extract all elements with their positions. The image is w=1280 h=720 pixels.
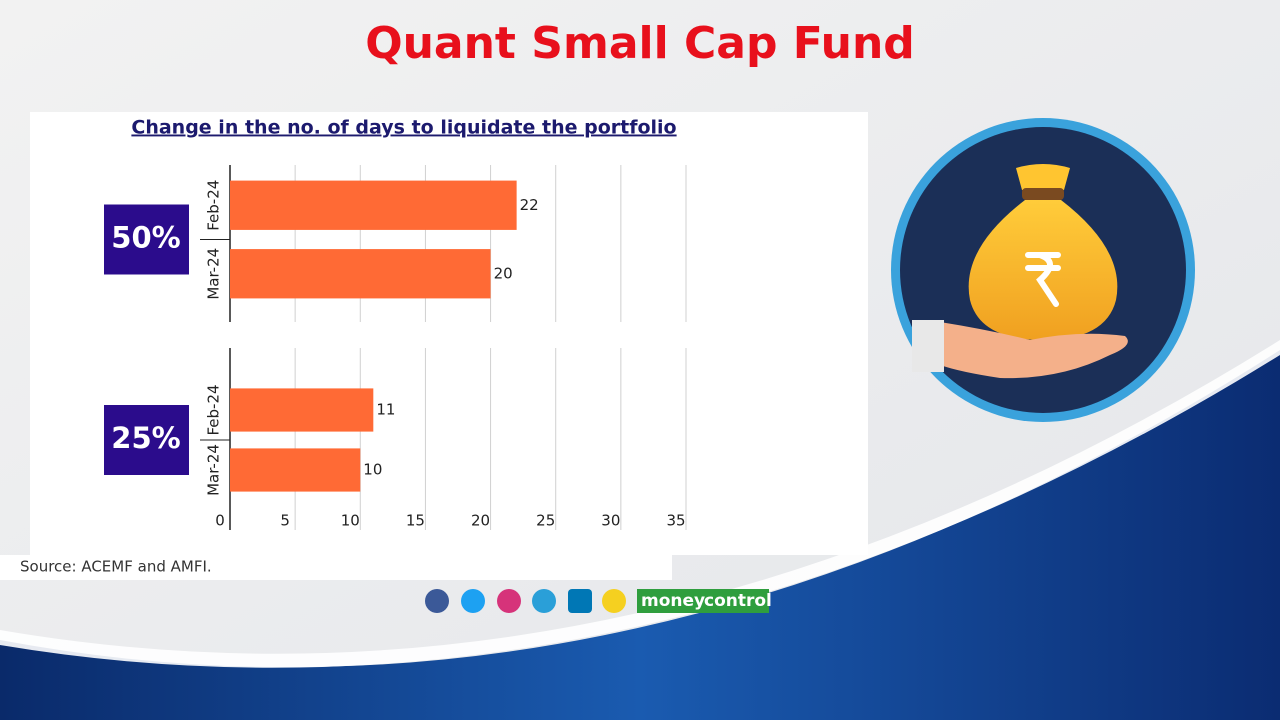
instagram-icon[interactable] (497, 589, 521, 613)
group-label: 25% (111, 421, 180, 455)
group-badge (104, 204, 189, 275)
data-label: 22 (520, 196, 539, 214)
brand-logo[interactable] (637, 589, 769, 613)
category-label: Mar-24 (205, 444, 223, 496)
source-panel (0, 555, 672, 580)
brand-first: money (641, 591, 705, 611)
category-label: Feb-24 (205, 180, 223, 231)
brand-second: control (704, 591, 772, 611)
x-tick-label: 0 (215, 512, 225, 530)
x-tick-label: 35 (666, 512, 685, 530)
x-tick-label: 15 (406, 512, 425, 530)
linkedin-icon[interactable] (568, 589, 592, 613)
koo-icon[interactable] (602, 589, 626, 613)
x-tick-label: 25 (536, 512, 555, 530)
facebook-icon[interactable] (425, 589, 449, 613)
background-wave (0, 350, 1280, 720)
bar (230, 448, 361, 492)
social-icons: money control (425, 589, 772, 613)
group-label: 50% (111, 221, 180, 255)
category-label: Feb-24 (205, 384, 223, 435)
bar (230, 180, 517, 230)
money-icon (891, 118, 1195, 422)
source: Source: ACEMF and AMFI. (20, 558, 212, 576)
x-tick-label: 30 (601, 512, 620, 530)
data-label: 11 (376, 401, 395, 419)
telegram-icon[interactable] (532, 589, 556, 613)
data-label: 20 (494, 264, 513, 282)
group-badge (104, 405, 189, 475)
category-label: Mar-24 (205, 248, 223, 300)
page-title: Quant Small Cap Fund (365, 18, 915, 69)
chart-panel (30, 112, 868, 555)
x-tick-label: 20 (471, 512, 490, 530)
data-label: 10 (363, 461, 382, 479)
x-tick-label: 5 (280, 512, 290, 530)
bar (230, 249, 491, 299)
bar (230, 388, 374, 432)
twitter-icon[interactable] (461, 589, 485, 613)
chart-title: Change in the no. of days to liquidate t… (131, 117, 676, 139)
x-tick-label: 10 (341, 512, 360, 530)
